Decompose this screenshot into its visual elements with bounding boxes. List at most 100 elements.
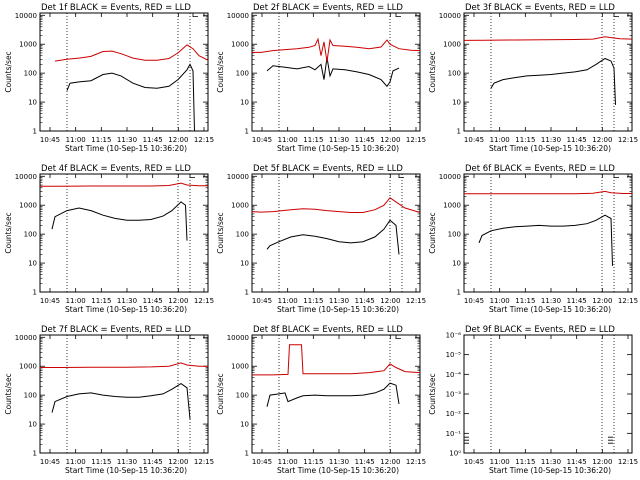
x-tick-label: 12:15 (406, 458, 426, 466)
y-axis-label: Counts/sec (428, 373, 437, 414)
y-tick-label: 10 (240, 421, 249, 429)
plot-frame (463, 173, 633, 293)
plot-frame (251, 173, 421, 293)
x-tick-label: 11:30 (117, 136, 137, 144)
x-tick-label: 11:00 (66, 458, 86, 466)
y-tick-label: 100 (448, 231, 461, 239)
x-tick-label: 11:45 (143, 297, 163, 305)
y-tick-label: 10 (240, 99, 249, 107)
x-axis-label: Start Time (10-Sep-15 10:36:20) (65, 144, 187, 153)
x-tick-label: 11:45 (355, 136, 375, 144)
y-tick-label: 1 (457, 289, 461, 297)
events-series-line (478, 214, 613, 266)
x-tick-label: 11:15 (515, 136, 535, 144)
chart-title: Det 6f BLACK = Events, RED = LLD (465, 164, 615, 174)
x-tick-label: 11:00 (278, 297, 298, 305)
interval-marker (192, 12, 198, 18)
x-tick-label: 10:45 (40, 297, 60, 305)
x-tick-label: 11:00 (66, 136, 86, 144)
x-tick-label: 12:15 (406, 136, 426, 144)
panel-det-4: Det 4f BLACK = Events, RED = LLD 10:45 11:… (4, 164, 214, 314)
panel-det-1: Det 1f BLACK = Events, RED = LLD 10:45 11:… (4, 3, 214, 153)
x-tick-label: 11:45 (567, 136, 587, 144)
x-tick-label: 11:45 (567, 297, 587, 305)
x-tick-label: 12:00 (592, 458, 612, 466)
x-tick-label: 10:45 (252, 136, 272, 144)
y-tick-label: 10 (240, 260, 249, 268)
plot-frame (251, 12, 421, 132)
y-tick-label: 100 (236, 392, 249, 400)
x-tick-label: 11:00 (490, 297, 510, 305)
x-tick-label: 10:45 (464, 458, 484, 466)
x-axis-label: Start Time (10-Sep-15 10:36:20) (65, 305, 187, 314)
x-tick-label: 11:30 (329, 297, 349, 305)
x-tick-label: 11:15 (303, 458, 323, 466)
x-tick-label: 11:15 (91, 458, 111, 466)
chart-title: Det 3f BLACK = Events, RED = LLD (465, 3, 615, 13)
x-tick-label: 11:15 (303, 136, 323, 144)
x-tick-label: 12:00 (380, 297, 400, 305)
x-tick-label: 11:45 (355, 458, 375, 466)
y-tick-label: 10000 (439, 12, 461, 20)
x-tick-label: 12:15 (194, 136, 214, 144)
x-tick-label: 11:30 (329, 458, 349, 466)
y-tick-label: 1 (457, 128, 461, 136)
lld-series-line (252, 344, 421, 376)
y-tick-label: 1 (33, 450, 37, 458)
y-tick-label: 10000 (15, 12, 37, 20)
y-tick-label: 10000 (227, 173, 249, 181)
y-tick-label: 1000 (231, 363, 249, 371)
y-tick-label: 100 (24, 392, 37, 400)
y-tick-label: 10000 (15, 173, 37, 181)
x-tick-label: 11:15 (515, 297, 535, 305)
y-tick-label: 1 (245, 450, 249, 458)
x-tick-label: 12:15 (406, 297, 426, 305)
interval-marker (189, 334, 195, 340)
chart-title: Det 8f BLACK = Events, RED = LLD (253, 325, 403, 335)
x-tick-label: 12:00 (168, 297, 188, 305)
y-tick-label: 1 (245, 289, 249, 297)
y-tick-label: 1000 (19, 41, 37, 49)
y-axis-label: Counts/sec (216, 51, 225, 92)
y-axis-label: Counts/sec (216, 373, 225, 414)
x-tick-label: 11:00 (490, 458, 510, 466)
events-series-line (51, 201, 188, 241)
y-tick-label: 100 (24, 70, 37, 78)
y-tick-label: 10000 (227, 334, 249, 342)
chart-title: Det 7f BLACK = Events, RED = LLD (41, 325, 191, 335)
x-tick-label: 11:45 (355, 297, 375, 305)
interval-marker (613, 12, 619, 18)
x-axis-label: Start Time (10-Sep-15 10:36:20) (489, 305, 611, 314)
x-tick-label: 12:00 (168, 136, 188, 144)
lld-series-line (54, 44, 209, 62)
lld-series-line (252, 37, 421, 62)
x-tick-label: 11:00 (278, 458, 298, 466)
x-tick-label: 11:30 (117, 297, 137, 305)
y-tick-label: 100 (236, 70, 249, 78)
x-axis-label: Start Time (10-Sep-15 10:36:20) (489, 466, 611, 475)
chart-title: Det 5f BLACK = Events, RED = LLD (253, 164, 403, 174)
y-tick-label: 10 (452, 99, 461, 107)
x-tick-label: 12:15 (618, 136, 638, 144)
lld-series-line (40, 362, 208, 368)
x-tick-label: 12:15 (194, 297, 214, 305)
interval-marker (189, 173, 195, 179)
x-tick-label: 12:00 (380, 136, 400, 144)
lld-series-line (463, 36, 633, 41)
plot-frame (463, 12, 633, 132)
plot-frame (251, 334, 421, 454)
x-tick-label: 11:00 (490, 136, 510, 144)
y-tick-label: 10⁻⁵ (446, 351, 462, 359)
lld-series-line (464, 190, 632, 195)
x-axis-label: Start Time (10-Sep-15 10:36:20) (277, 305, 399, 314)
events-series-line (266, 57, 400, 88)
x-tick-label: 10:45 (252, 458, 272, 466)
y-tick-label: 10⁻¹ (446, 430, 462, 438)
x-tick-label: 10:45 (40, 136, 60, 144)
y-axis-label: Counts/sec (4, 212, 13, 253)
event-tick-mark (464, 436, 469, 444)
chart-title: Det 4f BLACK = Events, RED = LLD (41, 164, 191, 174)
y-tick-label: 10000 (15, 334, 37, 342)
x-tick-label: 12:00 (380, 458, 400, 466)
